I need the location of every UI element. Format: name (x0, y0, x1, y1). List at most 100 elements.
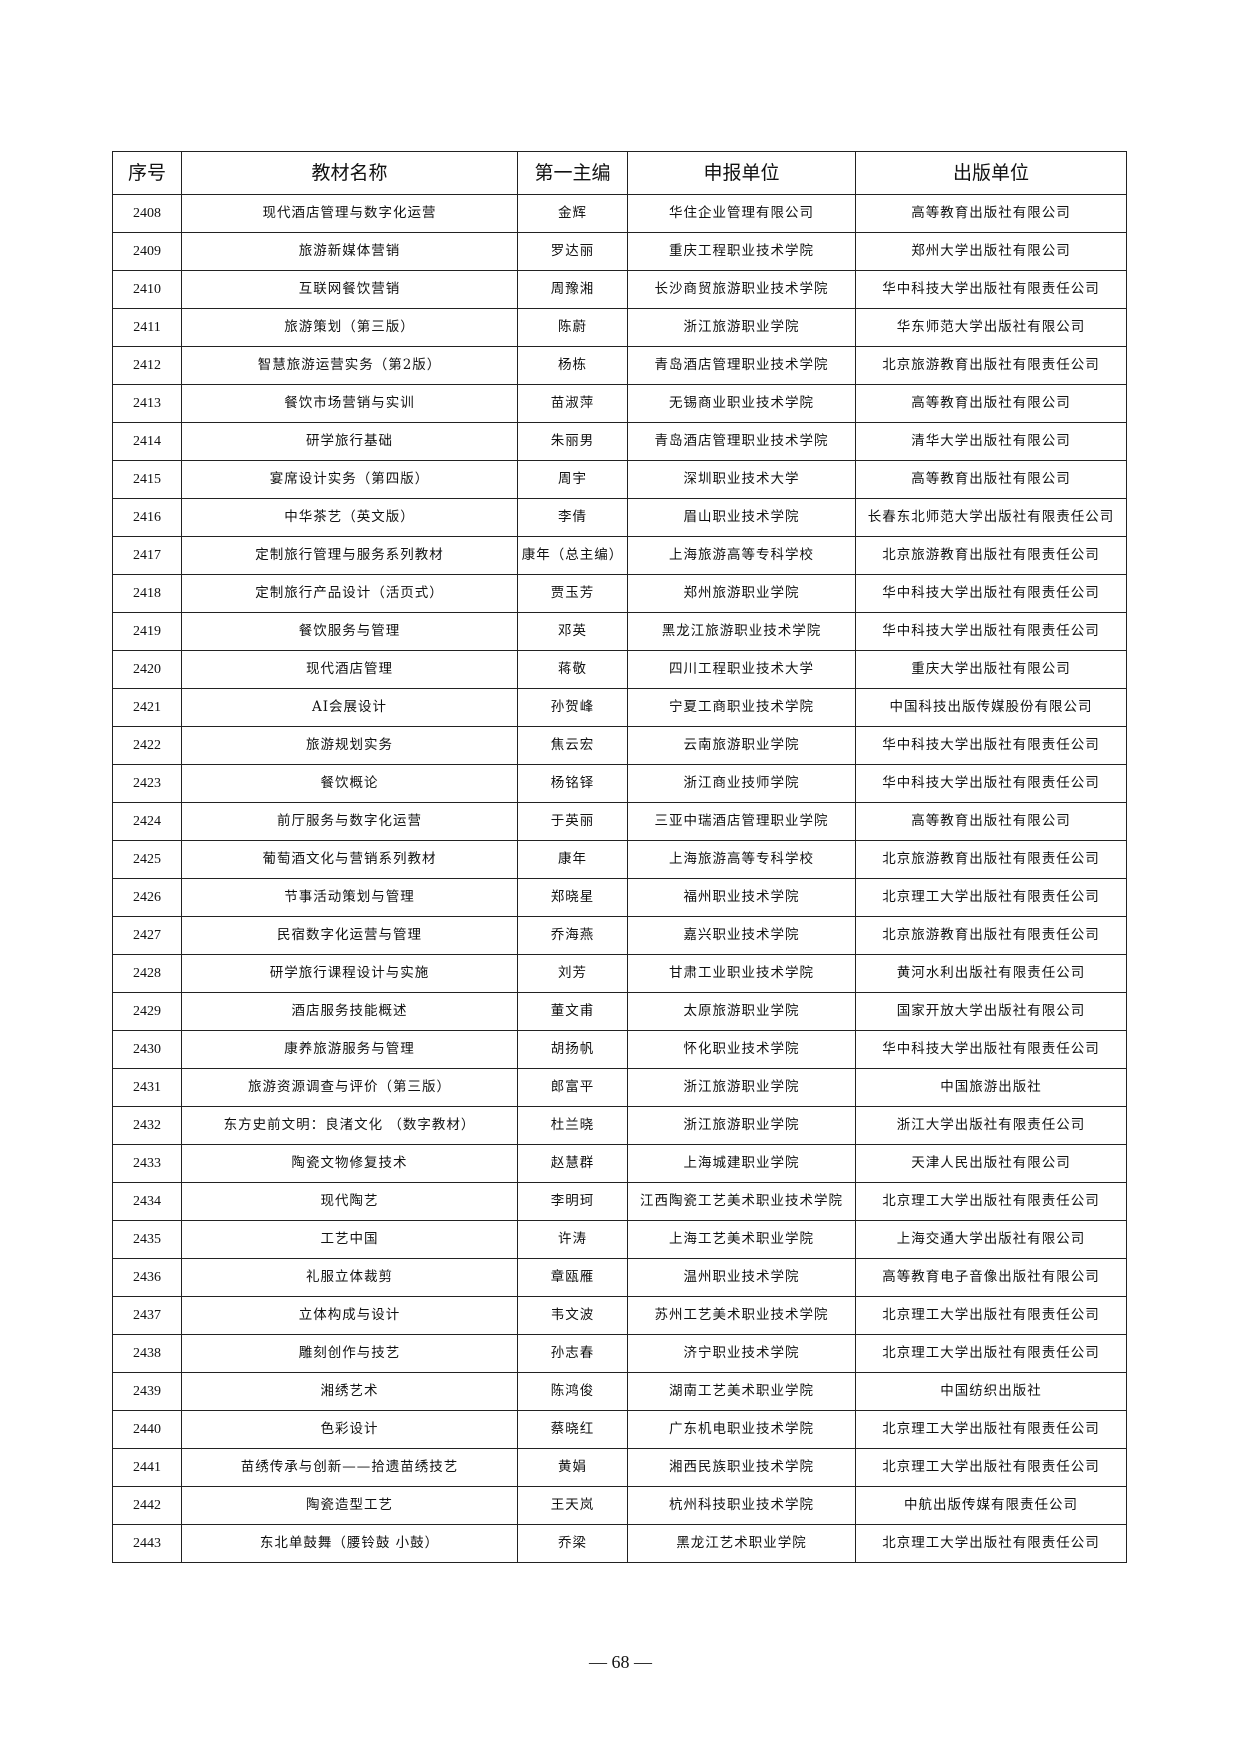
cell-title: 民宿数字化运营与管理 (181, 916, 518, 955)
cell-publisher: 高等教育出版社有限公司 (855, 194, 1127, 233)
header-applicant: 申报单位 (627, 151, 856, 195)
cell-publisher: 华中科技大学出版社有限责任公司 (855, 270, 1127, 309)
cell-editor: 周豫湘 (517, 270, 628, 309)
cell-publisher: 中国纺织出版社 (855, 1372, 1127, 1411)
table-row: 2425 葡萄酒文化与营销系列教材 康年 上海旅游高等专科学校 北京旅游教育出版社有限责… (112, 840, 1127, 879)
cell-serial: 2420 (112, 650, 182, 689)
cell-applicant: 青岛酒店管理职业技术学院 (627, 422, 856, 461)
cell-serial: 2426 (112, 878, 182, 917)
cell-publisher: 国家开放大学出版社有限公司 (855, 992, 1127, 1031)
cell-serial: 2438 (112, 1334, 182, 1373)
cell-editor: 郑晓星 (517, 878, 628, 917)
table-row: 2424 前厅服务与数字化运营 于英丽 三亚中瑞酒店管理职业学院 高等教育出版社有限公司 (112, 802, 1127, 841)
table-row: 2440 色彩设计 蔡晓红 广东机电职业技术学院 北京理工大学出版社有限责任公司 (112, 1410, 1127, 1449)
cell-publisher: 中国科技出版传媒股份有限公司 (855, 688, 1127, 727)
cell-editor: 乔海燕 (517, 916, 628, 955)
cell-applicant: 济宁职业技术学院 (627, 1334, 856, 1373)
table-row: 2422 旅游规划实务 焦云宏 云南旅游职业学院 华中科技大学出版社有限责任公司 (112, 726, 1127, 765)
cell-publisher: 高等教育出版社有限公司 (855, 384, 1127, 423)
cell-serial: 2408 (112, 194, 182, 233)
cell-editor: 贾玉芳 (517, 574, 628, 613)
cell-serial: 2433 (112, 1144, 182, 1183)
cell-editor: 刘芳 (517, 954, 628, 993)
table-row: 2413 餐饮市场营销与实训 苗淑萍 无锡商业职业技术学院 高等教育出版社有限公司 (112, 384, 1127, 423)
cell-applicant: 怀化职业技术学院 (627, 1030, 856, 1069)
cell-applicant: 福州职业技术学院 (627, 878, 856, 917)
table-row: 2423 餐饮概论 杨铭铎 浙江商业技师学院 华中科技大学出版社有限责任公司 (112, 764, 1127, 803)
cell-applicant: 眉山职业技术学院 (627, 498, 856, 537)
cell-editor: 蔡晓红 (517, 1410, 628, 1449)
table-row: 2427 民宿数字化运营与管理 乔海燕 嘉兴职业技术学院 北京旅游教育出版社有限责任公司 (112, 916, 1127, 955)
cell-serial: 2415 (112, 460, 182, 499)
cell-applicant: 深圳职业技术大学 (627, 460, 856, 499)
cell-title: 前厅服务与数字化运营 (181, 802, 518, 841)
cell-editor: 韦文波 (517, 1296, 628, 1335)
cell-publisher: 中国旅游出版社 (855, 1068, 1127, 1107)
cell-applicant: 杭州科技职业技术学院 (627, 1486, 856, 1525)
cell-editor: 杨铭铎 (517, 764, 628, 803)
cell-publisher: 高等教育出版社有限公司 (855, 802, 1127, 841)
cell-title: 中华茶艺（英文版） (181, 498, 518, 537)
table-row: 2438 雕刻创作与技艺 孙志春 济宁职业技术学院 北京理工大学出版社有限责任公司 (112, 1334, 1127, 1373)
cell-title: 宴席设计实务（第四版） (181, 460, 518, 499)
cell-applicant: 四川工程职业技术大学 (627, 650, 856, 689)
cell-publisher: 华东师范大学出版社有限公司 (855, 308, 1127, 347)
cell-serial: 2441 (112, 1448, 182, 1487)
cell-publisher: 北京理工大学出版社有限责任公司 (855, 1410, 1127, 1449)
cell-serial: 2422 (112, 726, 182, 765)
cell-serial: 2432 (112, 1106, 182, 1145)
cell-title: 研学旅行课程设计与实施 (181, 954, 518, 993)
table-row: 2428 研学旅行课程设计与实施 刘芳 甘肃工业职业技术学院 黄河水利出版社有限责任公司 (112, 954, 1127, 993)
cell-editor: 康年 (517, 840, 628, 879)
textbook-table: 序号 教材名称 第一主编 申报单位 出版单位 2408 现代酒店管理与数字化运营金… (112, 151, 1127, 1563)
cell-applicant: 温州职业技术学院 (627, 1258, 856, 1297)
table-row: 2437 立体构成与设计 韦文波 苏州工艺美术职业技术学院 北京理工大学出版社有限责任公… (112, 1296, 1127, 1335)
cell-title: 餐饮市场营销与实训 (181, 384, 518, 423)
cell-publisher: 北京理工大学出版社有限责任公司 (855, 1448, 1127, 1487)
cell-applicant: 太原旅游职业学院 (627, 992, 856, 1031)
cell-publisher: 北京旅游教育出版社有限责任公司 (855, 916, 1127, 955)
cell-publisher: 华中科技大学出版社有限责任公司 (855, 574, 1127, 613)
cell-applicant: 三亚中瑞酒店管理职业学院 (627, 802, 856, 841)
cell-editor: 李明珂 (517, 1182, 628, 1221)
cell-serial: 2431 (112, 1068, 182, 1107)
cell-serial: 2427 (112, 916, 182, 955)
cell-editor: 胡扬帆 (517, 1030, 628, 1069)
cell-publisher: 上海交通大学出版社有限公司 (855, 1220, 1127, 1259)
table-row: 2426 节事活动策划与管理 郑晓星 福州职业技术学院 北京理工大学出版社有限责任公司 (112, 878, 1127, 917)
cell-title: 湘绣艺术 (181, 1372, 518, 1411)
cell-publisher: 天津人民出版社有限公司 (855, 1144, 1127, 1183)
cell-publisher: 北京理工大学出版社有限责任公司 (855, 1182, 1127, 1221)
cell-editor: 章瓯雁 (517, 1258, 628, 1297)
table-row: 2439 湘绣艺术 陈鸿俊 湖南工艺美术职业学院 中国纺织出版社 (112, 1372, 1127, 1411)
table-row: 2414 研学旅行基础 朱丽男 青岛酒店管理职业技术学院 清华大学出版社有限公司 (112, 422, 1127, 461)
cell-publisher: 华中科技大学出版社有限责任公司 (855, 1030, 1127, 1069)
cell-title: 旅游资源调查与评价（第三版） (181, 1068, 518, 1107)
cell-editor: 王天岚 (517, 1486, 628, 1525)
page-number: — 68 — (589, 1652, 652, 1672)
cell-editor: 周宇 (517, 460, 628, 499)
table-row: 2415 宴席设计实务（第四版） 周宇 深圳职业技术大学 高等教育出版社有限公司 (112, 460, 1127, 499)
cell-editor: 蒋敬 (517, 650, 628, 689)
cell-editor: 赵慧群 (517, 1144, 628, 1183)
cell-editor: 董文甫 (517, 992, 628, 1031)
cell-editor: 邓英 (517, 612, 628, 651)
cell-applicant: 华住企业管理有限公司 (627, 194, 856, 233)
cell-publisher: 浙江大学出版社有限责任公司 (855, 1106, 1127, 1145)
cell-editor: 孙贺峰 (517, 688, 628, 727)
table-row: 2417 定制旅行管理与服务系列教材 康年（总主编） 上海旅游高等专科学校 北京旅游教育… (112, 536, 1127, 575)
cell-applicant: 无锡商业职业技术学院 (627, 384, 856, 423)
cell-publisher: 中航出版传媒有限责任公司 (855, 1486, 1127, 1525)
cell-serial: 2418 (112, 574, 182, 613)
cell-editor: 罗达丽 (517, 232, 628, 271)
cell-publisher: 郑州大学出版社有限公司 (855, 232, 1127, 271)
table-row: 2435 工艺中国 许涛 上海工艺美术职业学院 上海交通大学出版社有限公司 (112, 1220, 1127, 1259)
cell-title: 现代酒店管理与数字化运营 (181, 194, 518, 233)
cell-publisher: 清华大学出版社有限公司 (855, 422, 1127, 461)
cell-applicant: 苏州工艺美术职业技术学院 (627, 1296, 856, 1335)
cell-title: 旅游规划实务 (181, 726, 518, 765)
cell-title: 节事活动策划与管理 (181, 878, 518, 917)
table-row: 2432 东方史前文明：良渚文化 （数字教材） 杜兰晓 浙江旅游职业学院 浙江大学出版社… (112, 1106, 1127, 1145)
table-row: 2433 陶瓷文物修复技术 赵慧群 上海城建职业学院 天津人民出版社有限公司 (112, 1144, 1127, 1183)
cell-applicant: 云南旅游职业学院 (627, 726, 856, 765)
